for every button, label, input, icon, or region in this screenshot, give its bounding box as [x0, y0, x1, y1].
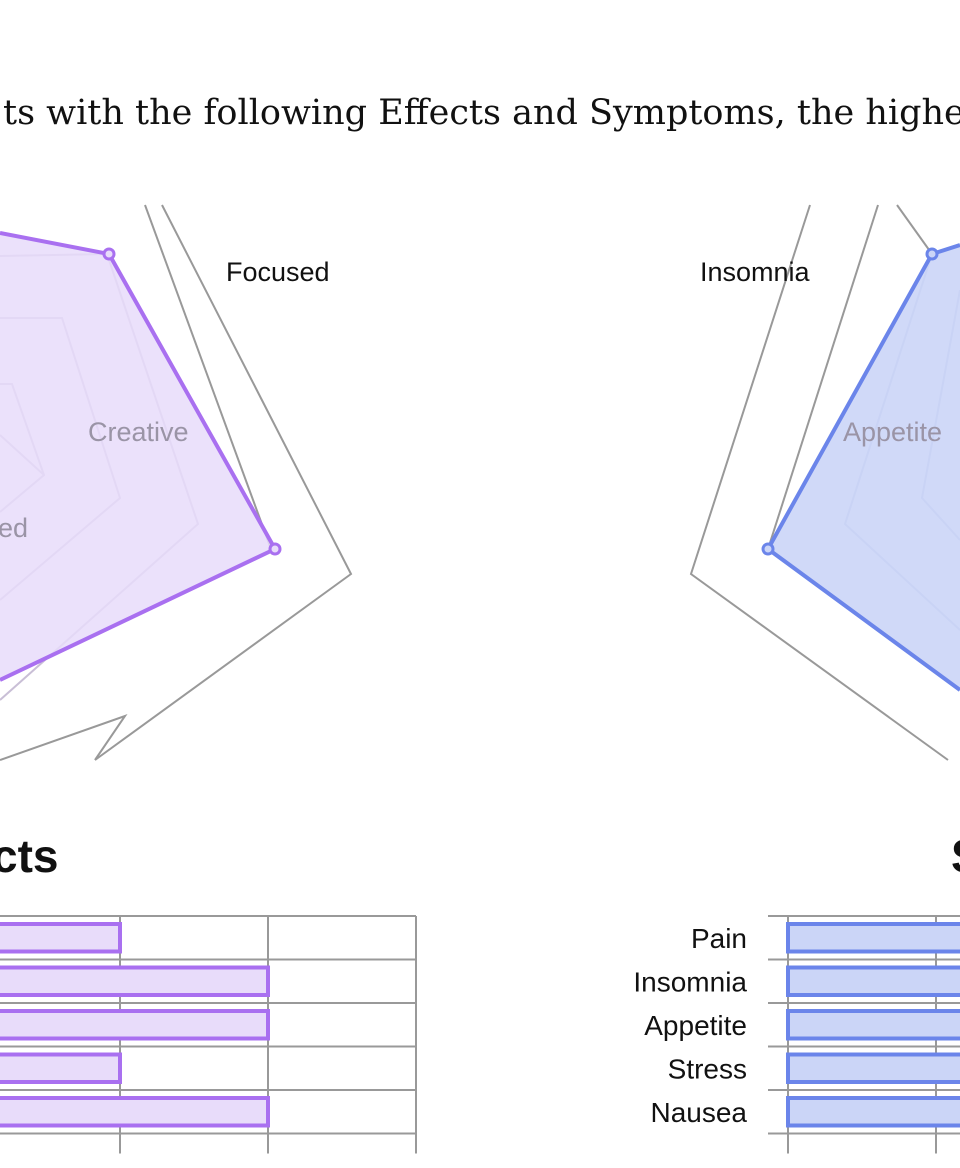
symptoms-radar-outline — [765, 243, 960, 692]
effects-radar-outer-ring — [0, 714, 128, 761]
radar-axis-label: Appetite — [843, 417, 942, 447]
bar-category-label: Nausea — [650, 1097, 747, 1128]
effects-radar-outline — [0, 231, 278, 682]
bar-category-label: Appetite — [644, 1010, 747, 1041]
bar-category-label: Pain — [691, 923, 747, 954]
symptoms-radar-point — [761, 542, 775, 556]
bar — [0, 1096, 270, 1128]
symptoms-radar-outer-spoke — [689, 204, 949, 761]
bar-category-label: Insomnia — [633, 966, 747, 997]
radar-axis-label: ed — [0, 513, 28, 543]
intro-text: ts with the following Effects and Sympto… — [3, 93, 960, 133]
radar-axis-label: Insomnia — [700, 257, 811, 287]
effects-radar-inner-spoke — [144, 204, 272, 550]
bar — [786, 1009, 960, 1041]
effects-radar-grid — [0, 204, 353, 761]
bar — [0, 1009, 270, 1041]
symptoms-radar-area — [768, 245, 960, 690]
bar — [786, 965, 960, 997]
symptoms-radar-inner-spoke — [767, 204, 879, 550]
effects-bar-chart — [0, 915, 417, 1154]
effects-section-title: cts — [0, 830, 58, 882]
bar — [0, 1052, 122, 1084]
symptoms-radar-chart: Insomnia Appetite — [689, 204, 960, 761]
effects-radar-area — [0, 233, 275, 680]
symptoms-radar-point — [925, 247, 939, 261]
effects-radar-point — [102, 247, 116, 261]
radar-axis-label: Creative — [88, 417, 189, 447]
effects-radar-outer-spoke — [94, 204, 353, 761]
symptoms-radar-top-spoke — [896, 204, 933, 255]
bar — [0, 965, 270, 997]
symptoms-bar-chart: Pain Insomnia Appetite Stress Nausea — [633, 915, 960, 1154]
symptoms-radar-grid — [689, 204, 949, 761]
radar-axis-label: Focused — [226, 257, 330, 287]
bar-category-label: Stress — [668, 1053, 747, 1084]
effects-radar-chart: Focused Creative ed — [0, 204, 353, 761]
symptoms-section-title: S — [951, 830, 960, 882]
bar — [786, 1052, 960, 1084]
bar — [786, 922, 960, 954]
bar — [786, 1096, 960, 1128]
effects-radar-point — [268, 542, 282, 556]
bar — [0, 922, 122, 954]
